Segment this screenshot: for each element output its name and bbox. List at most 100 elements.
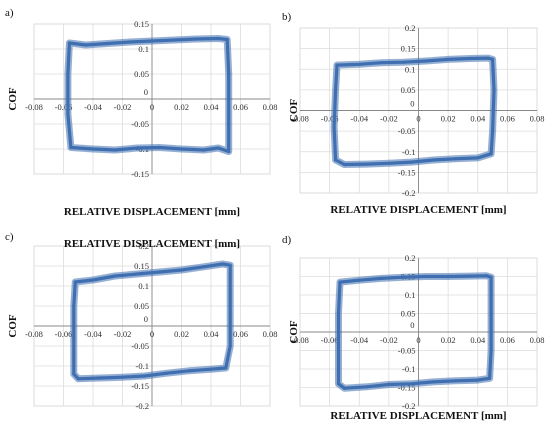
data-point	[492, 88, 496, 92]
panel-label: d)	[282, 234, 292, 246]
data-point	[409, 382, 413, 386]
data-point	[209, 367, 213, 371]
data-point	[227, 122, 231, 126]
data-point	[227, 72, 231, 76]
x-tick-label: 0.08	[530, 335, 545, 345]
y-tick-label: 0	[410, 99, 414, 109]
x-tick-label: -0.02	[114, 329, 132, 339]
x-tick-label: 0.02	[174, 102, 189, 112]
data-point	[187, 369, 191, 373]
y-tick-label: 0.05	[401, 309, 416, 319]
data-point	[143, 374, 147, 378]
y-axis-title: COF	[7, 314, 19, 338]
x-tick-label: 0.04	[204, 102, 220, 112]
data-point	[491, 57, 495, 62]
data-point	[357, 278, 361, 282]
data-point	[69, 145, 73, 150]
chart-panel-3: -0.08 -0.06 -0.04 -0.02 0 0.02 0.04 0.06 0.08 -0.…	[5, 231, 277, 411]
series-line	[66, 36, 231, 154]
data-point	[332, 125, 336, 129]
data-point	[491, 129, 495, 133]
y-tick-label: -0.2	[402, 401, 415, 411]
x-tick-label: 0	[416, 114, 420, 124]
data-point	[402, 275, 406, 279]
data-point	[113, 148, 117, 152]
data-point	[357, 62, 361, 66]
x-tick-label: 0.04	[470, 335, 486, 345]
x-axis-title: RELATIVE DISPLACEMENT [mm]	[64, 238, 240, 250]
y-tick-label: 0	[144, 87, 148, 97]
y-axis-title: COF	[7, 87, 19, 111]
data-point	[379, 61, 384, 65]
x-tick-label: -0.02	[380, 335, 398, 345]
data-point	[76, 377, 80, 381]
data-point	[221, 262, 225, 266]
data-point	[179, 268, 184, 272]
data-point	[342, 162, 346, 167]
y-tick-label: -0.15	[131, 169, 149, 179]
data-point	[73, 280, 77, 284]
y-tick-label: 0.15	[401, 44, 416, 54]
x-tick-label: -0.02	[380, 114, 398, 124]
data-point	[336, 345, 341, 349]
data-point	[334, 88, 338, 92]
data-point	[342, 386, 346, 390]
data-point	[202, 265, 206, 269]
data-point	[84, 43, 88, 47]
y-tick-label: -0.15	[398, 383, 416, 393]
x-tick-label: -0.06	[321, 335, 339, 345]
data-point	[172, 38, 176, 42]
data-point	[387, 382, 391, 387]
data-point	[335, 63, 339, 67]
data-point	[453, 157, 458, 161]
data-point	[228, 304, 232, 308]
data-point	[489, 311, 493, 316]
y-tick-label: 0.15	[134, 261, 149, 271]
series-line	[64, 35, 233, 155]
x-tick-label: -0.06	[55, 329, 73, 339]
chart-panel-2: -0.08 -0.06 -0.04 -0.02 0 0.02 0.04 0.06 0.08 -0.…	[282, 11, 544, 216]
data-point	[113, 274, 117, 278]
x-tick-label: 0.06	[233, 102, 248, 112]
x-tick-label: 0	[150, 102, 154, 112]
y-tick-label: -0.05	[398, 126, 416, 136]
x-tick-label: 0.02	[174, 329, 189, 339]
data-point	[228, 344, 232, 348]
x-tick-label: -0.02	[114, 102, 132, 112]
data-point	[128, 40, 132, 44]
data-point	[402, 60, 406, 64]
y-tick-label: 0.15	[134, 19, 149, 29]
y-tick-label: -0.1	[402, 364, 415, 374]
x-tick-label: 0	[416, 335, 420, 345]
x-tick-label: -0.08	[291, 335, 309, 345]
data-point	[387, 161, 391, 165]
data-point	[468, 56, 472, 61]
x-axis-title: RELATIVE DISPLACEMENT [mm]	[330, 410, 506, 422]
data-point	[446, 274, 450, 279]
data-point	[135, 146, 139, 150]
chart-panel-1: -0.08 -0.06 -0.04 -0.02 0 0.02 0.04 0.06 0.08 -0.…	[5, 7, 277, 218]
data-point	[216, 36, 220, 41]
data-point	[91, 278, 95, 282]
panel-label: c)	[5, 231, 14, 243]
data-point	[157, 145, 161, 150]
data-point	[336, 382, 341, 386]
x-tick-label: -0.04	[84, 329, 102, 339]
data-point	[135, 272, 139, 276]
data-point	[488, 376, 492, 380]
y-tick-label: 0.1	[138, 44, 149, 54]
x-tick-label: -0.06	[55, 102, 73, 112]
data-point	[365, 162, 369, 166]
data-point	[446, 57, 450, 62]
y-tick-label: 0	[410, 320, 414, 330]
data-point	[72, 304, 76, 308]
data-point	[453, 379, 458, 383]
y-tick-label: 0.1	[138, 281, 149, 291]
y-axis-title: COF	[288, 320, 300, 344]
x-tick-label: 0	[150, 329, 154, 339]
y-tick-label: -0.05	[131, 341, 149, 351]
data-point	[431, 380, 435, 384]
data-point	[485, 274, 489, 278]
data-point	[365, 385, 369, 389]
